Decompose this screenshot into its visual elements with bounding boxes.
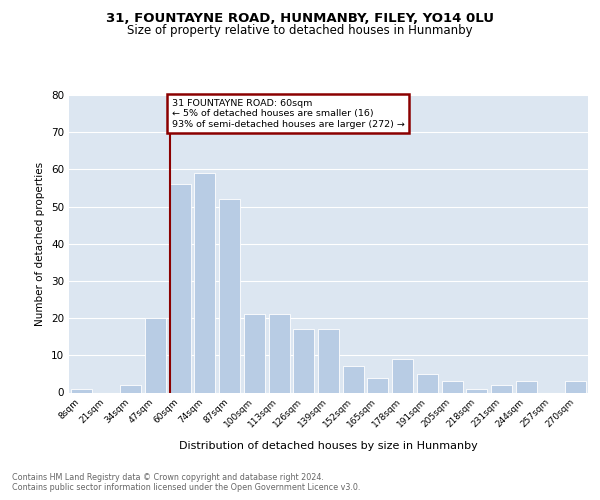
Bar <box>367 378 388 392</box>
Bar <box>145 318 166 392</box>
Bar <box>170 184 191 392</box>
Bar <box>244 314 265 392</box>
Text: 31 FOUNTAYNE ROAD: 60sqm
← 5% of detached houses are smaller (16)
93% of semi-de: 31 FOUNTAYNE ROAD: 60sqm ← 5% of detache… <box>172 98 404 128</box>
Bar <box>71 389 92 392</box>
Bar <box>343 366 364 392</box>
Bar <box>318 330 339 392</box>
Y-axis label: Number of detached properties: Number of detached properties <box>35 162 46 326</box>
Bar <box>120 385 141 392</box>
Bar <box>516 382 537 392</box>
Bar <box>466 389 487 392</box>
Bar <box>269 314 290 392</box>
Bar <box>442 382 463 392</box>
Bar <box>392 359 413 392</box>
Bar <box>417 374 438 392</box>
Text: Contains HM Land Registry data © Crown copyright and database right 2024.: Contains HM Land Registry data © Crown c… <box>12 472 324 482</box>
Bar <box>219 199 240 392</box>
Text: Size of property relative to detached houses in Hunmanby: Size of property relative to detached ho… <box>127 24 473 37</box>
Bar <box>491 385 512 392</box>
Text: Contains public sector information licensed under the Open Government Licence v3: Contains public sector information licen… <box>12 484 361 492</box>
Bar <box>293 330 314 392</box>
X-axis label: Distribution of detached houses by size in Hunmanby: Distribution of detached houses by size … <box>179 440 478 450</box>
Text: 31, FOUNTAYNE ROAD, HUNMANBY, FILEY, YO14 0LU: 31, FOUNTAYNE ROAD, HUNMANBY, FILEY, YO1… <box>106 12 494 26</box>
Bar <box>565 382 586 392</box>
Bar <box>194 173 215 392</box>
